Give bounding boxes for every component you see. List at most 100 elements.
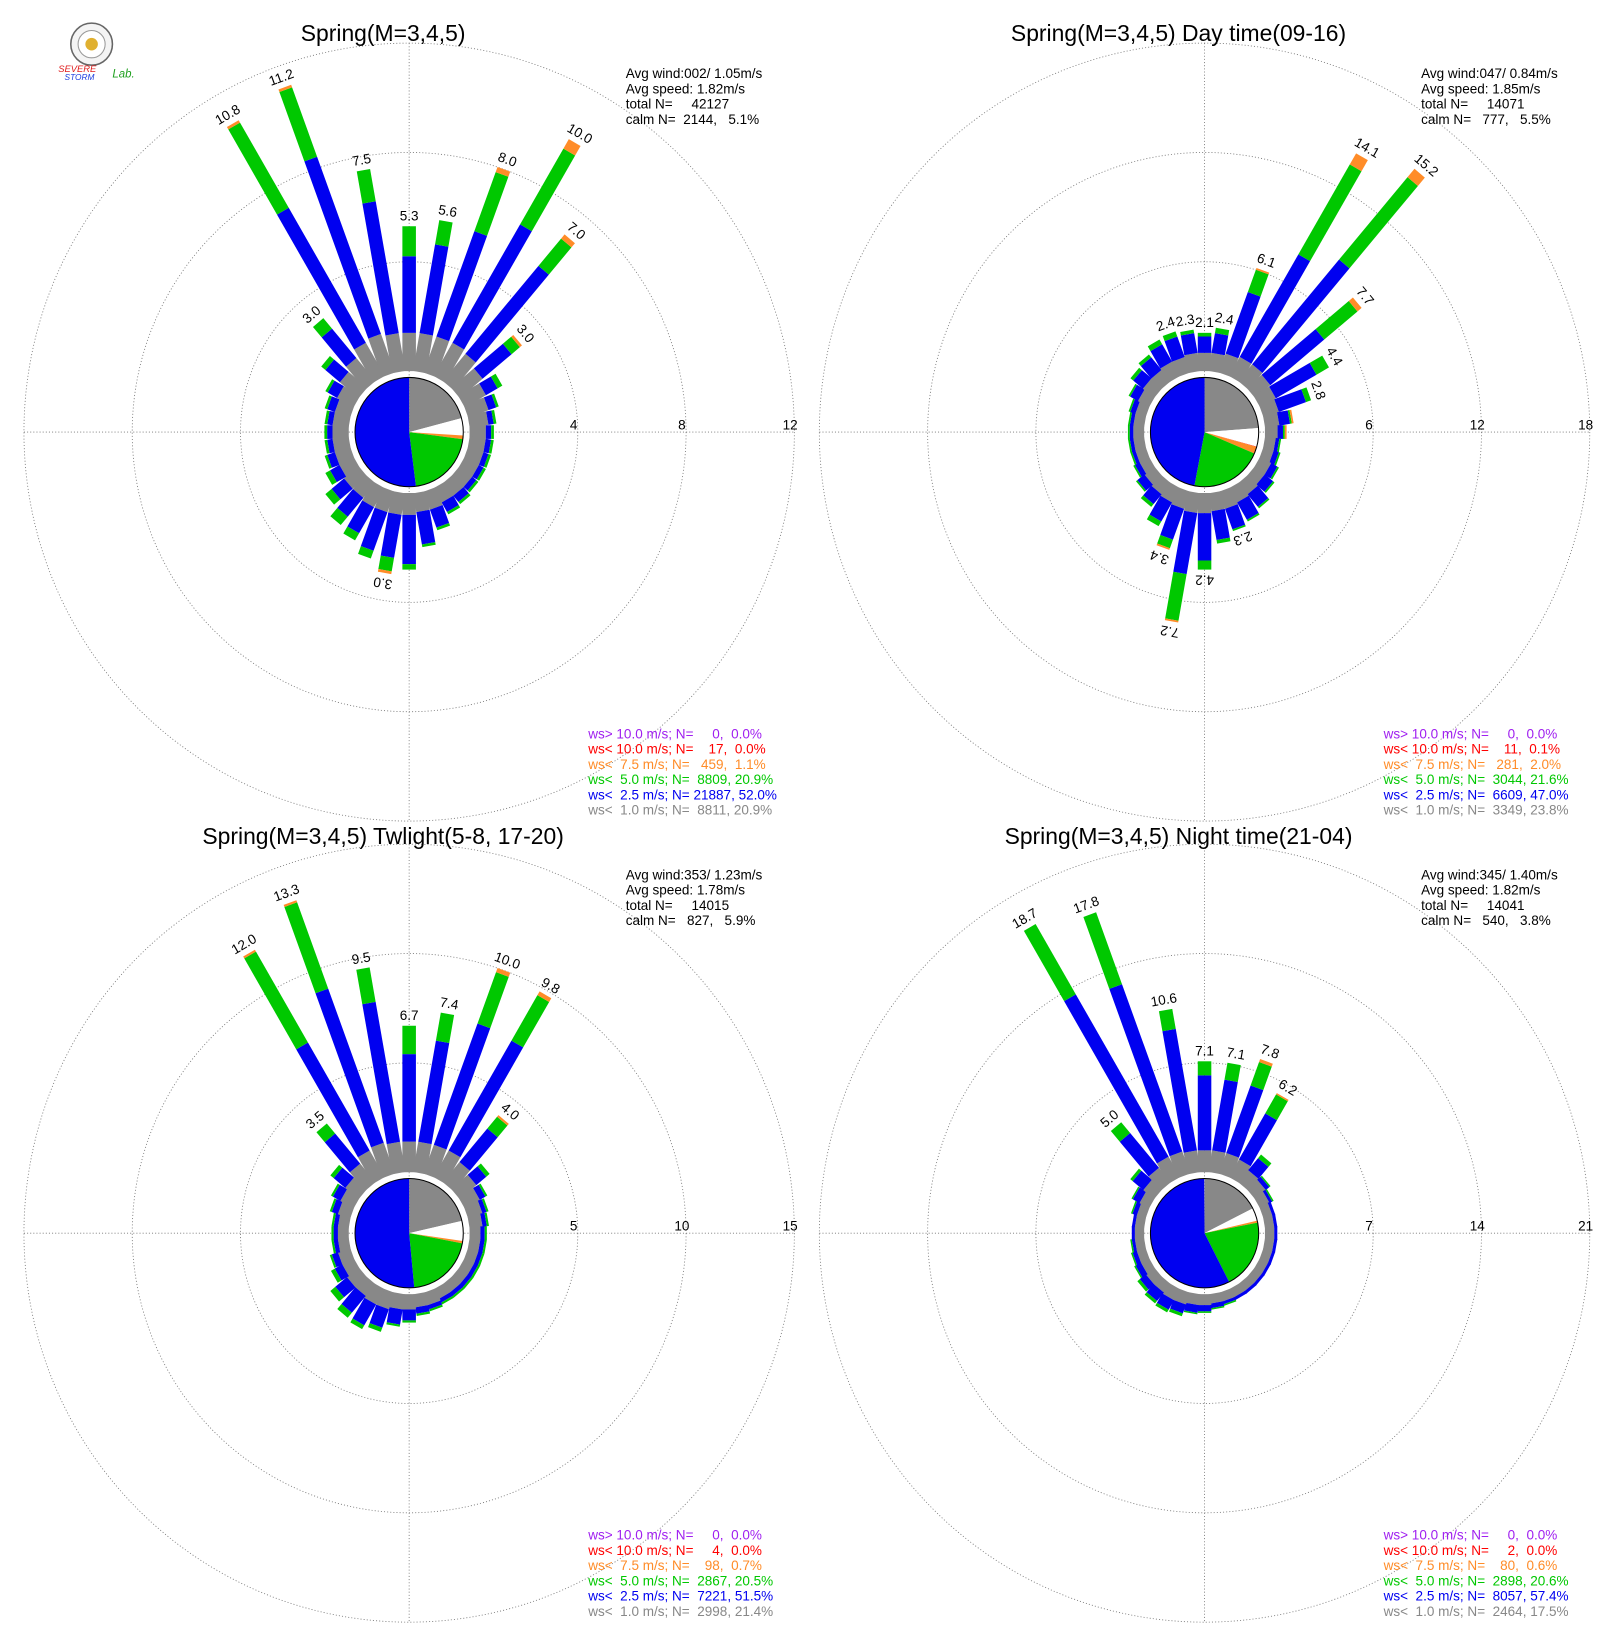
bar-segment — [467, 480, 479, 493]
bar-segment — [1137, 474, 1153, 491]
bar-segment — [1023, 923, 1076, 1002]
bar-segment — [315, 988, 384, 1148]
bar-total-label: 9.5 — [351, 949, 372, 967]
ring-label: 8 — [678, 417, 686, 432]
bar-segment — [480, 1226, 485, 1241]
bar-segment — [330, 1183, 340, 1197]
bar-segment — [356, 967, 376, 1005]
bar-total-label: 7.8 — [1259, 1041, 1282, 1062]
bar-segment — [412, 490, 430, 513]
bar-segment — [1183, 1150, 1201, 1175]
ring-label: 5 — [570, 1218, 578, 1233]
bar-segment — [333, 1226, 338, 1241]
bar-segment — [350, 1318, 365, 1330]
bar-segment — [1197, 1061, 1212, 1076]
bar-segment — [1216, 537, 1231, 544]
bar-segment — [345, 1177, 368, 1200]
bar-segment — [228, 122, 289, 215]
bar-segment — [1218, 1152, 1239, 1179]
bar-segment — [481, 1198, 489, 1213]
ring-label: 21 — [1578, 1218, 1593, 1233]
info-line: Avg wind:047/ 0.84m/s — [1421, 66, 1558, 81]
bar-segment — [412, 1292, 429, 1308]
bar-segment — [1151, 369, 1171, 390]
chart-title: Spring(M=3,4,5) Day time(09-16) — [1011, 20, 1346, 46]
bar-segment — [1131, 1238, 1138, 1253]
bar-segment — [1247, 269, 1269, 297]
ring-label: 15 — [783, 1218, 798, 1233]
ring-label: 10 — [674, 1218, 689, 1233]
bar-segment — [1197, 336, 1212, 353]
bar-segment — [448, 1040, 524, 1158]
bar-segment — [1265, 1094, 1288, 1121]
bar-segment — [1169, 1151, 1191, 1179]
bar-segment — [337, 1303, 352, 1318]
ring-grid — [240, 261, 579, 603]
bar-segment — [467, 411, 489, 429]
ring-label: 12 — [1470, 417, 1485, 432]
ring-grid — [240, 1062, 579, 1404]
bar-segment — [331, 478, 353, 500]
bar-segment — [1238, 364, 1263, 390]
bar-total-label: 17.8 — [1071, 893, 1101, 916]
legend-entry: ws< 7.5 m/s; N= 281, 2.0% — [1383, 757, 1561, 772]
bar-segment — [1197, 1311, 1212, 1313]
bar-segment — [1264, 463, 1278, 479]
legend-entry: ws< 2.5 m/s; N= 7221, 51.5% — [587, 1588, 773, 1603]
bar-segment — [537, 991, 552, 1002]
bar-segment — [1129, 425, 1134, 439]
bar-segment — [1144, 1292, 1158, 1304]
bar-segment — [1262, 1214, 1275, 1230]
bar-segment — [369, 1304, 389, 1328]
bar-segment — [520, 148, 576, 232]
bar-segment — [1146, 514, 1162, 527]
calm-label: calm N= 827, 5.9% — [626, 913, 756, 928]
bar-segment — [1160, 361, 1181, 383]
bar-segment — [1197, 1305, 1212, 1312]
bar-segment — [1214, 327, 1230, 336]
bar-segment — [473, 1251, 483, 1266]
bar-segment — [1173, 510, 1198, 575]
pie-slice — [1204, 1222, 1259, 1282]
bar-segment — [429, 1304, 443, 1312]
bar-segment — [491, 410, 497, 424]
bar-segment — [1253, 1273, 1265, 1286]
info-line: total N= 14015 — [626, 898, 729, 913]
bar-segment — [467, 1213, 483, 1230]
bar-segment — [329, 1198, 337, 1213]
bar-segment — [352, 474, 376, 498]
bar-segment — [344, 466, 368, 489]
bar-segment — [1258, 1154, 1272, 1167]
bar-segment — [485, 425, 492, 439]
bar-segment — [435, 1012, 455, 1043]
bar-segment — [1129, 412, 1136, 427]
bar-segment — [538, 238, 572, 275]
bar-segment — [1133, 370, 1152, 389]
bar-segment — [462, 1276, 474, 1289]
bar-segment — [469, 425, 486, 439]
bar-segment — [296, 1042, 370, 1158]
bar-segment — [1131, 1186, 1140, 1200]
bar-segment — [1208, 1292, 1224, 1304]
panels: SEVERE STORM Lab. 4 8 12 Spring(M=3,4,5) Avg… — [23, 20, 1593, 1623]
bar-segment — [478, 1238, 485, 1254]
bar-segment — [1277, 438, 1282, 453]
bar-segment — [1209, 1301, 1225, 1309]
bar-segment — [1138, 354, 1152, 367]
bar-segment — [304, 156, 381, 339]
bar-segment — [467, 1263, 478, 1278]
calm-label: calm N= 777, 5.5% — [1421, 112, 1551, 127]
bar-segment — [1301, 387, 1312, 403]
bar-segment — [1224, 1062, 1241, 1083]
bar-segment — [330, 1164, 343, 1179]
bar-segment — [1130, 1252, 1138, 1266]
bar-segment — [243, 949, 256, 959]
bar-segment — [1287, 410, 1292, 424]
calm-label: calm N= 2144, 5.1% — [626, 112, 759, 127]
bar-segment — [477, 972, 509, 1029]
bar-segment — [1225, 291, 1261, 359]
bar-segment — [1131, 450, 1140, 465]
bar-segment — [452, 224, 532, 350]
logo-text: SEVERE — [58, 63, 97, 74]
bar-segment — [1156, 1293, 1175, 1310]
